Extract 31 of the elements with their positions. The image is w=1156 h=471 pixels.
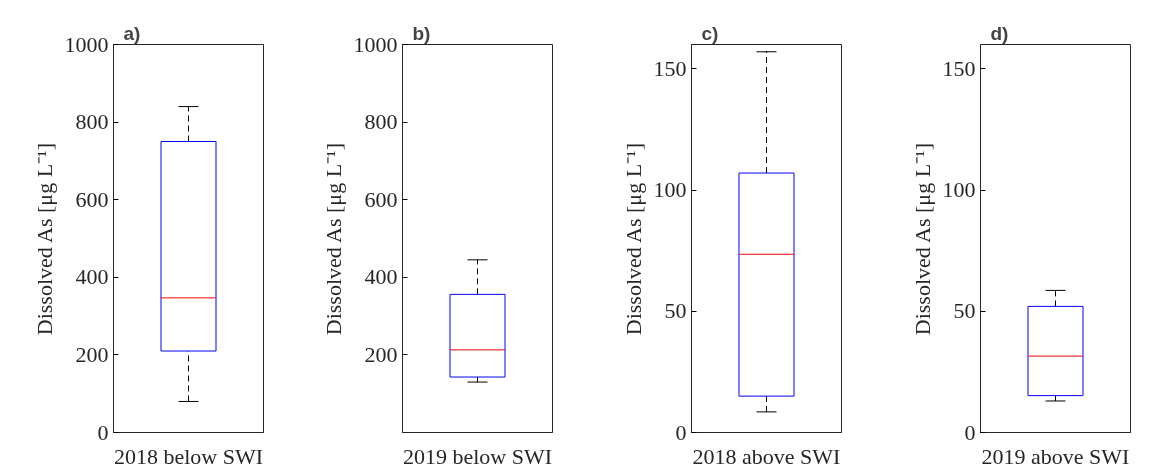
x-tick-label: 2018 above SWI — [692, 443, 841, 469]
chart-title: b) — [412, 22, 431, 44]
y-tick-label: 50 — [953, 298, 976, 324]
y-tick-label: 100 — [653, 177, 687, 202]
y-tick-label: 800 — [75, 109, 109, 135]
chart-title: d) — [990, 22, 1009, 44]
y-tick-label: 400 — [364, 264, 398, 290]
x-tick-label: 2018 below SWI — [113, 443, 264, 469]
chart-title: c) — [701, 22, 719, 44]
y-tick-label: 100 — [942, 177, 976, 202]
x-tick-label: 2019 above SWI — [981, 443, 1130, 469]
y-axis-title: Dissolved As [μg L⁻¹] — [320, 143, 346, 336]
y-tick-label: 0 — [964, 419, 976, 445]
y-axis-title: Dissolved As [μg L⁻¹] — [31, 143, 57, 336]
x-tick-label: 2019 below SWI — [402, 443, 553, 469]
y-tick-label: 400 — [75, 264, 109, 290]
y-tick-label: 0 — [97, 419, 109, 445]
y-tick-label: 200 — [75, 341, 109, 367]
y-tick-label: 1000 — [64, 31, 109, 57]
y-tick-label: 150 — [942, 55, 976, 81]
y-tick-label: 0 — [675, 419, 687, 445]
y-tick-label: 1000 — [353, 31, 398, 57]
chart-title: a) — [123, 22, 141, 44]
y-tick-label: 50 — [664, 298, 687, 324]
y-tick-label: 600 — [75, 186, 109, 212]
y-tick-label: 200 — [364, 341, 398, 367]
y-axis-title: Dissolved As [μg L⁻¹] — [909, 143, 935, 336]
y-tick-label: 600 — [364, 186, 398, 212]
y-tick-label: 800 — [364, 109, 398, 135]
y-axis-title: Dissolved As [μg L⁻¹] — [620, 143, 646, 336]
y-tick-label: 150 — [653, 55, 687, 81]
